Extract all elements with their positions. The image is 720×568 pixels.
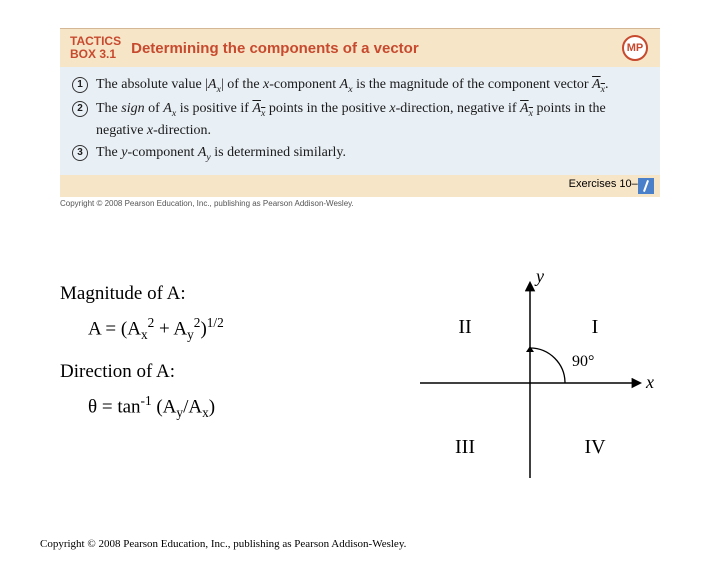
direction-equation: θ = tan-1 (Ay/Ax) [88, 393, 224, 421]
lower-region: Magnitude of A: A = (Ax2 + Ay2)1/2 Direc… [0, 273, 720, 533]
formula-block: Magnitude of A: A = (Ax2 + Ay2)1/2 Direc… [60, 283, 224, 439]
tactics-title: Determining the components of a vector [131, 40, 419, 57]
direction-label: Direction of A: [60, 361, 224, 383]
x-axis-label: x [645, 372, 654, 392]
quadrant-3-label: III [455, 436, 475, 458]
circled-number-icon: 2 [72, 101, 88, 117]
tactic-item: 2 The sign of Ax is positive if Ax points… [72, 99, 648, 141]
quadrant-2-label: II [458, 316, 471, 338]
arc-arrowhead [526, 346, 534, 352]
tactics-label-line2: BOX 3.1 [70, 48, 121, 61]
tactics-image-copyright: Copyright © 2008 Pearson Education, Inc.… [60, 199, 720, 208]
tactic-item: 1 The absolute value |Ax| of the x-compon… [72, 75, 648, 97]
tactics-header: TACTICS BOX 3.1 Determining the componen… [60, 29, 660, 67]
magnitude-equation: A = (Ax2 + Ay2)1/2 [88, 315, 224, 343]
angle-label: 90° [572, 353, 594, 370]
angle-arc [530, 348, 565, 383]
mp-badge-icon: MP [622, 35, 648, 61]
quadrant-4-label: IV [584, 436, 606, 458]
tactics-box: TACTICS BOX 3.1 Determining the componen… [60, 28, 660, 197]
tactic-item: 3 The y-component Ay is determined simila… [72, 143, 648, 165]
quadrant-1-label: I [592, 316, 599, 338]
tactics-body: 1 The absolute value |Ax| of the x-compon… [60, 67, 660, 175]
quadrant-diagram: y x 90° I II III IV [400, 268, 660, 498]
tactics-footer: Exercises 10–18 [60, 175, 660, 197]
circled-number-icon: 3 [72, 145, 88, 161]
tactics-label: TACTICS BOX 3.1 [70, 35, 121, 61]
tactics-label-line1: TACTICS [70, 34, 121, 48]
tactic-text: The absolute value |Ax| of the x-compone… [96, 75, 608, 97]
pencil-icon [638, 178, 654, 194]
tactic-text: The sign of Ax is positive if Ax points … [96, 99, 648, 141]
magnitude-label: Magnitude of A: [60, 283, 224, 305]
y-axis-label: y [534, 268, 544, 286]
circled-number-icon: 1 [72, 77, 88, 93]
tactic-text: The y-component Ay is determined similar… [96, 143, 346, 165]
